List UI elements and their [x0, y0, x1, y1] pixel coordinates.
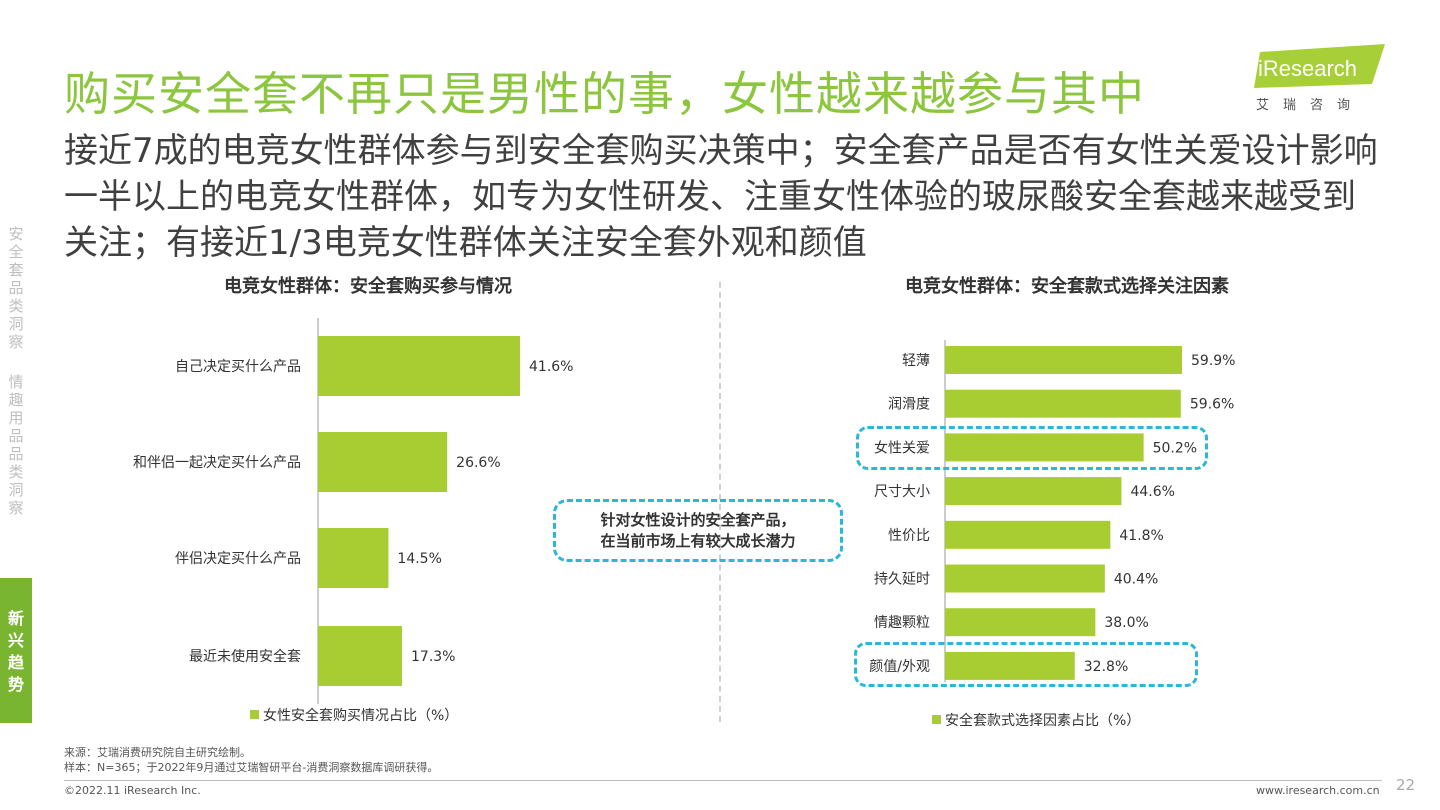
- bar: [945, 389, 1181, 418]
- side-nav-label-active: 新兴趋势: [7, 609, 24, 694]
- logo-text: iResearch: [1258, 56, 1358, 81]
- side-nav-item-adult-insight[interactable]: 情趣用品品类洞察: [0, 373, 32, 517]
- value-label: 41.8%: [1119, 528, 1163, 544]
- bar: [945, 477, 1122, 506]
- side-nav-item-condom-insight[interactable]: 安全套品类洞察: [0, 225, 32, 351]
- legend-label: 女性安全套购买情况占比（%）: [263, 707, 458, 724]
- side-nav: 安全套品类洞察 情趣用品品类洞察: [0, 225, 32, 517]
- value-label: 44.6%: [1130, 484, 1174, 500]
- side-nav-item-new-trends[interactable]: 新兴趋势: [0, 578, 32, 723]
- bar: [945, 564, 1105, 593]
- footer-source: 来源：艾瑞消费研究院自主研究绘制。 样本：N=365；于2022年9月通过艾瑞智…: [64, 745, 438, 775]
- value-label: 59.9%: [1191, 353, 1235, 369]
- bar: [945, 433, 1144, 462]
- bar: [945, 346, 1182, 374]
- bar: [945, 520, 1111, 549]
- sample-note: 样本：N=365；于2022年9月通过艾瑞智研平台-消费洞察数据库调研获得。: [64, 761, 439, 774]
- category-label: 自己决定买什么产品: [175, 359, 301, 375]
- category-label: 持久延时: [874, 572, 930, 588]
- legend-swatch: [250, 710, 259, 719]
- footer-url[interactable]: www.iresearch.com.cn: [1256, 784, 1380, 797]
- style-factor-chart: 轻薄 59.9% 润滑度 59.6% 女性关爱 50.2% 尺寸大小 44.6% 性价比 41.8…: [869, 340, 1235, 729]
- page-title: 购买安全套不再只是男性的事，女性越来越参与其中: [64, 67, 1145, 121]
- callout-box: 针对女性设计的安全套产品， 在当前市场上有较大成长潜力: [553, 499, 843, 562]
- footer-divider: [64, 780, 1382, 781]
- iresearch-logo: [1254, 44, 1385, 88]
- category-label: 女性关爱: [874, 439, 930, 456]
- bar: [945, 651, 1075, 680]
- chart-divider: [719, 282, 721, 722]
- copyright: ©2022.11 iResearch Inc.: [64, 784, 201, 797]
- bar: [318, 432, 448, 492]
- category-label: 轻薄: [902, 353, 930, 369]
- value-label: 17.3%: [411, 649, 455, 665]
- category-label: 伴侣决定买什么产品: [175, 551, 301, 567]
- category-label: 颜值/外观: [869, 659, 930, 675]
- bar: [318, 336, 520, 396]
- category-label: 情趣颗粒: [874, 615, 930, 631]
- value-label: 59.6%: [1190, 397, 1234, 413]
- logo-cn-text: 艾瑞咨询: [1256, 98, 1365, 113]
- left-chart-title: 电竞女性群体：安全套购买参与情况: [224, 276, 512, 297]
- highlight-box-appearance: [854, 642, 1198, 687]
- value-label: 32.8%: [1084, 659, 1128, 675]
- value-label: 38.0%: [1104, 615, 1148, 631]
- bar: [318, 528, 389, 588]
- category-label: 性价比: [888, 528, 930, 544]
- category-label: 最近未使用安全套: [189, 648, 301, 665]
- callout-line-2: 在当前市场上有较大成长潜力: [600, 531, 796, 550]
- page-subtitle: 接近7成的电竞女性群体参与到安全套购买决策中；安全套产品是否有女性关爱设计影响一…: [64, 131, 1378, 263]
- category-label: 尺寸大小: [874, 484, 930, 500]
- value-label: 40.4%: [1114, 572, 1158, 588]
- value-label: 26.6%: [456, 455, 500, 471]
- bar: [945, 608, 1096, 637]
- category-label: 润滑度: [888, 396, 930, 413]
- callout-line-1: 针对女性设计的安全套产品，: [600, 510, 796, 529]
- page-number: 22: [1396, 776, 1416, 794]
- highlight-box-female-care: [856, 426, 1208, 470]
- legend-label: 安全套款式选择因素占比（%）: [945, 712, 1140, 729]
- bar: [318, 626, 403, 686]
- value-label: 14.5%: [397, 551, 441, 567]
- legend-swatch: [932, 715, 941, 724]
- source-note: 来源：艾瑞消费研究院自主研究绘制。: [64, 746, 251, 759]
- value-label: 41.6%: [529, 359, 573, 375]
- side-nav-label: 安全套品类洞察: [8, 225, 24, 351]
- right-chart-title: 电竞女性群体：安全套款式选择关注因素: [905, 276, 1229, 297]
- value-label: 50.2%: [1153, 440, 1197, 456]
- category-label: 和伴侣一起决定买什么产品: [133, 455, 301, 471]
- purchase-participation-chart: 自己决定买什么产品 41.6% 和伴侣一起决定买什么产品 26.6% 伴侣决定买什么产品…: [133, 318, 573, 724]
- side-nav-label: 情趣用品品类洞察: [8, 373, 24, 517]
